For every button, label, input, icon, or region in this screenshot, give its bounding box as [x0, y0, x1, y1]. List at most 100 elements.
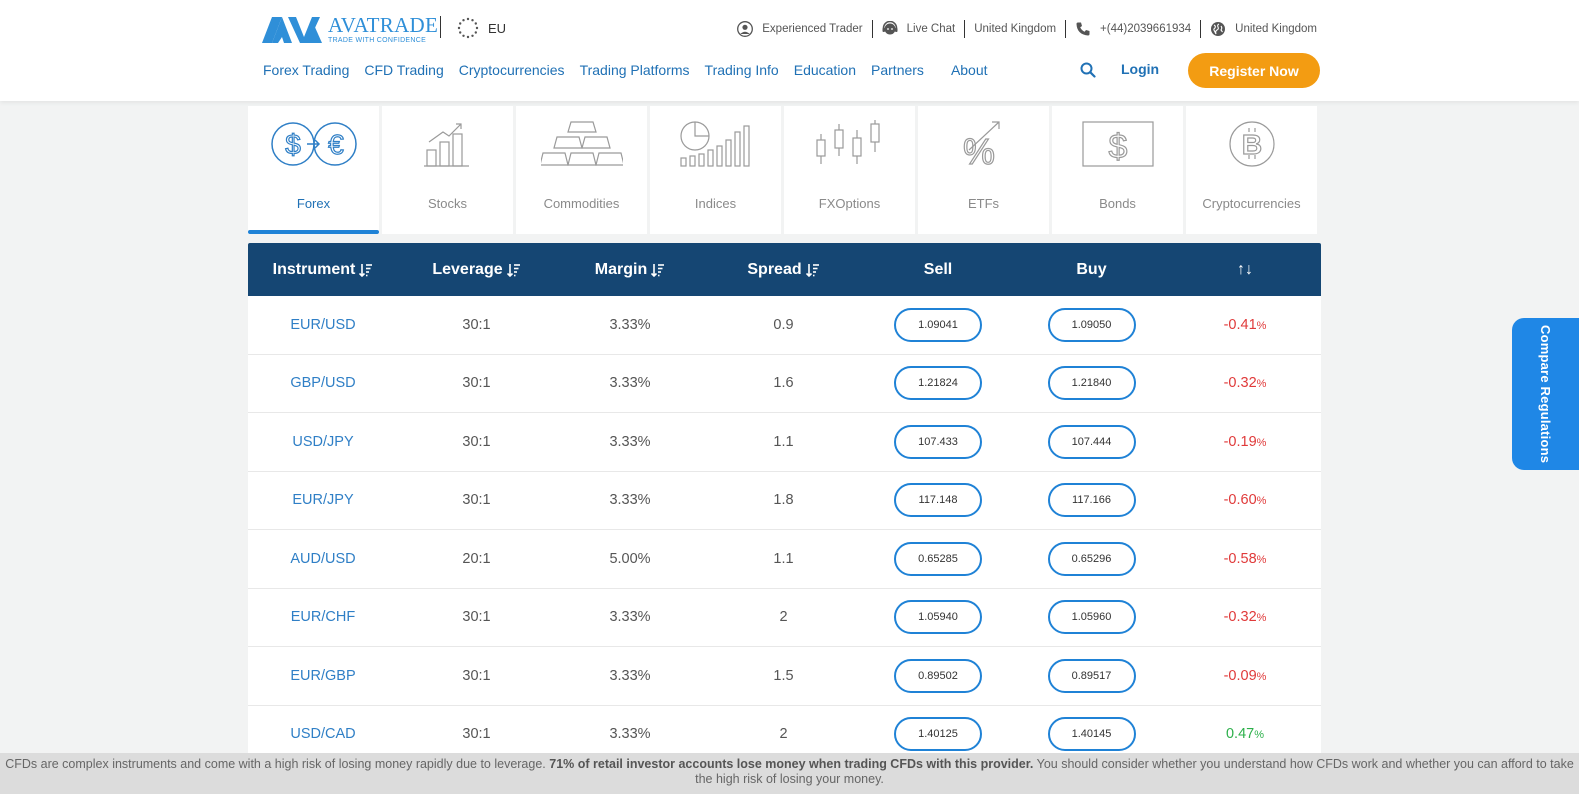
tab-forex[interactable]: $ € Forex: [248, 106, 379, 234]
change-number: -0.60: [1223, 492, 1257, 509]
svg-text:B: B: [1241, 129, 1261, 160]
sell-cell: 1.09041: [862, 307, 1014, 342]
instrument-name[interactable]: USD/JPY: [292, 433, 354, 450]
buy-price-button[interactable]: 0.65296: [1047, 541, 1136, 576]
nav-trading-platforms[interactable]: Trading Platforms: [579, 62, 690, 78]
tab-commodities[interactable]: Commodities: [516, 106, 647, 234]
sell-price-button[interactable]: 1.05940: [894, 600, 982, 635]
sell-price-button[interactable]: 107.433: [894, 424, 982, 459]
sell-cell: 0.89502: [862, 658, 1014, 693]
col-change[interactable]: ↑↓: [1237, 260, 1253, 278]
instrument-name[interactable]: AUD/USD: [290, 550, 356, 567]
language-label: United Kingdom: [1235, 23, 1317, 35]
buy-price-button[interactable]: 107.444: [1047, 424, 1136, 459]
instrument-name[interactable]: GBP/USD: [290, 375, 356, 392]
table-row[interactable]: EUR/JPY 30:1 3.33% 1.8 117.148 117.166 -0.60%: [248, 471, 1321, 530]
buy-price-button[interactable]: 1.05960: [1047, 600, 1136, 635]
buy-price-button[interactable]: 1.40145: [1047, 717, 1136, 752]
buy-price-button[interactable]: 0.89517: [1047, 658, 1136, 693]
tab-etfs-label: ETFs: [967, 196, 1000, 211]
tab-bonds[interactable]: $ Bonds: [1052, 106, 1183, 234]
change-value: -0.60%: [1169, 492, 1321, 508]
nav-forex-trading[interactable]: Forex Trading: [263, 62, 350, 78]
change-value: -0.58%: [1169, 551, 1321, 567]
brand-logo[interactable]: AVATRADE TRADE WITH CONFIDENCE: [262, 15, 438, 44]
forex-instruments-table: Instrument Leverage Margin Spread Sell B…: [248, 243, 1321, 764]
table-row[interactable]: EUR/GBP 30:1 3.33% 1.5 0.89502 0.89517 -0.09%: [248, 647, 1321, 706]
sell-price-button[interactable]: 0.89502: [894, 658, 982, 693]
experienced-trader-link[interactable]: Experienced Trader: [728, 20, 873, 38]
language-link[interactable]: United Kingdom: [1201, 20, 1317, 38]
col-instrument-label: Instrument: [272, 260, 356, 278]
sell-price-button[interactable]: 0.65285: [894, 541, 982, 576]
buy-cell: 1.21840: [1014, 366, 1169, 401]
svg-text:€: €: [328, 129, 344, 160]
phone-link[interactable]: +(44)2039661934: [1066, 20, 1202, 38]
nav-partners[interactable]: Partners: [871, 62, 924, 78]
spread-value: 1.8: [773, 492, 794, 509]
col-spread[interactable]: Spread: [705, 261, 862, 279]
live-chat-link[interactable]: Live Chat: [873, 20, 966, 38]
buy-cell: 1.40145: [1014, 717, 1169, 752]
sell-price-button[interactable]: 1.21824: [894, 366, 982, 401]
tab-indices[interactable]: Indices: [650, 106, 781, 234]
table-body: EUR/USD 30:1 3.33% 0.9 1.09041 1.09050 -0.41% G…: [248, 296, 1321, 764]
buy-price-button[interactable]: 1.21840: [1047, 366, 1136, 401]
sell-price-button[interactable]: 1.09041: [894, 307, 982, 342]
change-value: -0.09%: [1169, 668, 1321, 684]
table-row[interactable]: AUD/USD 20:1 5.00% 1.1 0.65285 0.65296 -0.58%: [248, 530, 1321, 589]
buy-price-button[interactable]: 117.166: [1047, 483, 1136, 518]
tab-cryptocurrencies[interactable]: B Cryptocurrencies: [1186, 106, 1317, 234]
table-header: Instrument Leverage Margin Spread Sell B…: [248, 243, 1321, 296]
margin-value: 3.33%: [609, 375, 651, 392]
table-row[interactable]: EUR/CHF 30:1 3.33% 2 1.05940 1.05960 -0.32%: [248, 588, 1321, 647]
svg-text:%: %: [962, 131, 994, 168]
bitcoin-icon: B: [1228, 121, 1275, 167]
leverage-value: 30:1: [462, 433, 491, 450]
buy-cell: 0.65296: [1014, 541, 1169, 576]
tab-fxoptions[interactable]: FXOptions: [784, 106, 915, 234]
risk-text-2: You should consider whether you understa…: [695, 757, 1574, 786]
nav-cfd-trading[interactable]: CFD Trading: [364, 62, 444, 78]
forex-dollar-euro-icon: $ €: [270, 122, 357, 166]
sell-price-button[interactable]: 117.148: [894, 483, 982, 518]
spread-value: 1.6: [773, 375, 794, 392]
table-row[interactable]: GBP/USD 30:1 3.33% 1.6 1.21824 1.21840 -0.32%: [248, 354, 1321, 413]
tab-forex-label: Forex: [296, 196, 331, 211]
nav-about[interactable]: About: [950, 62, 988, 78]
compare-regulations-tab[interactable]: Compare Regulations: [1512, 318, 1579, 470]
table-row[interactable]: EUR/USD 30:1 3.33% 0.9 1.09041 1.09050 -0.41%: [248, 296, 1321, 355]
nav-cryptocurrencies[interactable]: Cryptocurrencies: [458, 62, 565, 78]
tab-indices-label: Indices: [694, 196, 737, 211]
nav-trading-info[interactable]: Trading Info: [704, 62, 779, 78]
change-number: -0.41: [1223, 316, 1257, 333]
region-selector[interactable]: EU: [457, 17, 506, 39]
risk-warning-banner: CFDs are complex instruments and come wi…: [0, 753, 1579, 794]
sell-cell: 1.21824: [862, 366, 1014, 401]
login-link[interactable]: Login: [1121, 61, 1160, 77]
table-row[interactable]: USD/JPY 30:1 3.33% 1.1 107.433 107.444 -0.19%: [248, 413, 1321, 472]
instrument-name[interactable]: EUR/JPY: [292, 492, 354, 509]
nav-education[interactable]: Education: [793, 62, 857, 78]
register-now-button[interactable]: Register Now: [1188, 53, 1320, 88]
country-link[interactable]: United Kingdom: [965, 20, 1067, 38]
region-label: EU: [488, 20, 507, 36]
col-instrument[interactable]: Instrument: [248, 261, 398, 279]
search-icon[interactable]: [1080, 62, 1096, 78]
instrument-name[interactable]: EUR/CHF: [290, 609, 356, 626]
buy-price-button[interactable]: 1.09050: [1047, 307, 1136, 342]
spread-value: 0.9: [773, 316, 794, 333]
experienced-trader-label: Experienced Trader: [762, 23, 863, 35]
instrument-name[interactable]: EUR/USD: [290, 316, 356, 333]
instrument-name[interactable]: USD/CAD: [290, 726, 356, 743]
table-row[interactable]: USD/CAD 30:1 3.33% 2 1.40125 1.40145 0.47%: [248, 705, 1321, 764]
tab-stocks[interactable]: Stocks: [382, 106, 513, 234]
change-value: -0.32%: [1169, 609, 1321, 625]
col-margin[interactable]: Margin: [555, 261, 705, 279]
instrument-name[interactable]: EUR/GBP: [290, 667, 356, 684]
sell-price-button[interactable]: 1.40125: [894, 717, 982, 752]
col-leverage[interactable]: Leverage: [398, 261, 555, 279]
col-sell: Sell: [923, 260, 953, 278]
phone-icon: [1076, 22, 1090, 36]
tab-etfs[interactable]: % ETFs: [918, 106, 1049, 234]
